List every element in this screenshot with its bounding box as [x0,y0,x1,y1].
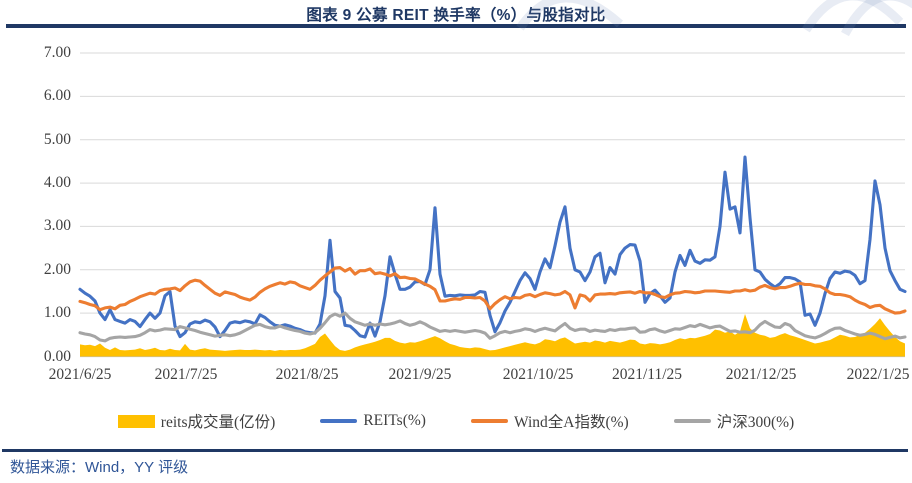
legend-label: reits成交量(亿份) [160,414,276,431]
series-wind全a指数--line [78,266,907,315]
legend-line-swatch [673,418,711,424]
legend-label: Wind全A指数(%) [513,414,629,431]
chart-legend: reits成交量(亿份) REITs(%) Wind全A指数(%) 沪深300(%) [0,407,912,435]
legend-label: REITs(%) [363,412,426,429]
footer-divider-rule [2,449,908,452]
title-divider-rule [6,24,906,28]
legend-label: 沪深300(%) [716,414,795,431]
legend-line-swatch [320,418,358,424]
legend-item: reits成交量(亿份) [117,410,276,432]
legend-line-swatch [470,418,508,424]
legend-area-swatch [117,414,155,428]
series-reits成交量-亿份--area [80,314,905,357]
data-source-note: 数据来源：Wind，YY 评级 [10,459,189,476]
chart-title: 图表 9 公募 REIT 换手率（%）与股指对比 [306,7,606,24]
series-reits--line [78,155,907,339]
legend-item: Wind全A指数(%) [470,410,629,432]
series-沪深300--line [78,311,907,343]
legend-item: REITs(%) [320,412,426,430]
legend-item: 沪深300(%) [673,410,795,432]
